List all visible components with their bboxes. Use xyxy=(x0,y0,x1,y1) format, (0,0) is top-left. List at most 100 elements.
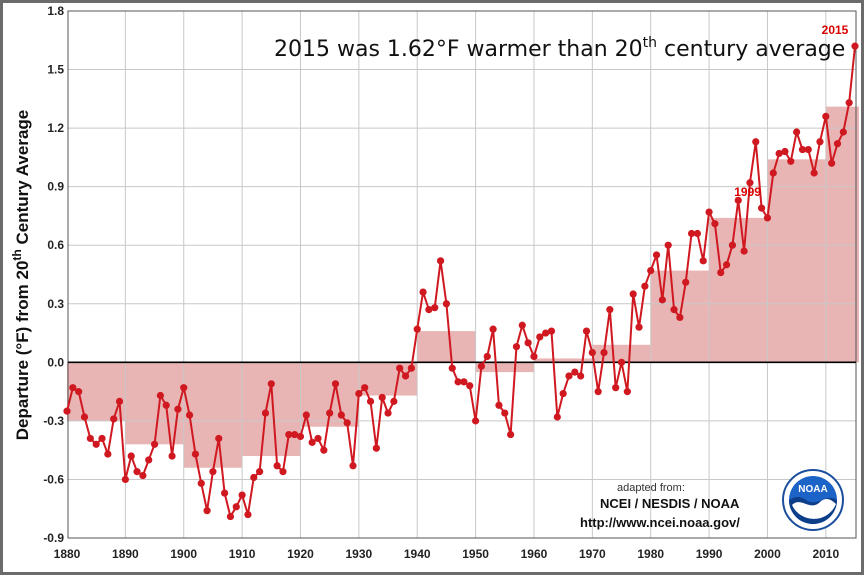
data-point xyxy=(781,147,789,156)
data-point xyxy=(92,440,100,448)
data-point xyxy=(652,251,661,259)
y-tick-label: 0.3 xyxy=(47,297,64,311)
data-point xyxy=(518,321,526,329)
noaa-logo-icon: NOAA xyxy=(782,469,844,531)
data-point xyxy=(215,434,223,443)
data-point xyxy=(623,388,631,396)
decadal-bar-1890 xyxy=(125,362,184,445)
data-point xyxy=(693,229,702,238)
data-point xyxy=(530,352,538,361)
tick-labels: -0.9 -0.6 -0.3 0.0 0.3 0.6 0.9 1.2 1.5 1.8 1880 189… xyxy=(43,4,839,561)
decadal-bar-1970 xyxy=(592,344,651,363)
data-point xyxy=(320,446,328,454)
data-point xyxy=(221,489,229,497)
data-point xyxy=(454,378,462,386)
data-point xyxy=(203,507,211,515)
data-point xyxy=(401,372,410,380)
data-point xyxy=(588,348,596,357)
y-tick-label: 1.2 xyxy=(47,121,64,135)
data-point xyxy=(191,450,200,458)
data-point xyxy=(326,409,334,417)
x-tick-label: 1890 xyxy=(112,547,139,561)
axes xyxy=(67,10,857,539)
data-point xyxy=(460,378,468,386)
decadal-bar-2000 xyxy=(767,159,826,363)
y-tick-label: 0.0 xyxy=(47,355,64,369)
data-point xyxy=(705,208,713,216)
data-point xyxy=(355,389,363,398)
data-point xyxy=(104,450,112,458)
data-point xyxy=(507,430,515,439)
data-point xyxy=(291,430,299,439)
y-tick-label: -0.3 xyxy=(43,414,64,428)
annotation-2015: 2015 xyxy=(822,23,849,37)
data-point xyxy=(822,112,830,120)
data-point xyxy=(238,491,246,499)
data-point xyxy=(793,128,801,136)
data-point xyxy=(641,282,649,290)
data-point xyxy=(687,229,696,238)
x-tick-label: 2010 xyxy=(812,547,839,561)
data-point xyxy=(244,510,252,519)
data-point xyxy=(571,368,579,376)
decadal-bar-1910 xyxy=(242,362,301,457)
data-point xyxy=(810,169,818,177)
data-series xyxy=(63,42,859,521)
x-tick-label: 2000 xyxy=(754,547,781,561)
data-point xyxy=(559,389,567,398)
annotation-1999: 1999 xyxy=(734,185,761,199)
decadal-bar-1990 xyxy=(709,217,768,363)
data-point xyxy=(664,241,672,249)
x-tick-label: 1990 xyxy=(696,547,723,561)
y-tick-label: 0.6 xyxy=(47,238,64,252)
data-point xyxy=(466,382,474,390)
data-point xyxy=(63,407,71,415)
x-tick-label: 1910 xyxy=(229,547,256,561)
data-point xyxy=(337,411,345,419)
data-point xyxy=(197,479,205,487)
data-point xyxy=(436,257,445,265)
data-point xyxy=(110,415,118,423)
data-point xyxy=(553,413,561,421)
data-point xyxy=(86,434,94,443)
data-point xyxy=(816,138,824,146)
data-point xyxy=(471,417,480,425)
data-point xyxy=(565,372,573,380)
data-point xyxy=(670,306,678,314)
x-tick-label: 1950 xyxy=(462,547,489,561)
data-point xyxy=(582,327,591,335)
data-point xyxy=(804,145,812,154)
data-point xyxy=(577,372,585,380)
data-point xyxy=(477,362,486,370)
x-tick-label: 1960 xyxy=(521,547,548,561)
data-point xyxy=(594,388,602,396)
chart-title: 2015 was 1.62°F warmer than 20th century… xyxy=(274,35,845,62)
data-point xyxy=(769,169,777,177)
data-point xyxy=(308,438,316,446)
data-point xyxy=(407,364,415,372)
data-point xyxy=(390,397,398,405)
data-point xyxy=(647,266,655,275)
data-point xyxy=(722,261,731,269)
data-point xyxy=(174,405,182,413)
decadal-bar-2010 xyxy=(825,106,859,363)
data-point xyxy=(524,339,532,347)
data-point xyxy=(612,384,620,392)
annotations: 1999 2015 xyxy=(734,23,848,199)
data-point xyxy=(845,99,853,107)
data-point xyxy=(828,159,836,167)
decadal-bar-1900 xyxy=(183,362,243,468)
data-point xyxy=(378,393,386,402)
x-tick-label: 1900 xyxy=(170,547,197,561)
data-point xyxy=(448,364,456,372)
data-point xyxy=(69,384,77,392)
noaa-logo-text: NOAA xyxy=(798,484,827,495)
credit-adapted: adapted from: xyxy=(617,482,685,494)
data-point xyxy=(349,462,357,470)
data-point xyxy=(442,300,451,308)
data-point xyxy=(833,140,842,148)
data-point xyxy=(273,462,281,470)
data-point xyxy=(495,401,503,409)
data-point xyxy=(798,145,807,154)
